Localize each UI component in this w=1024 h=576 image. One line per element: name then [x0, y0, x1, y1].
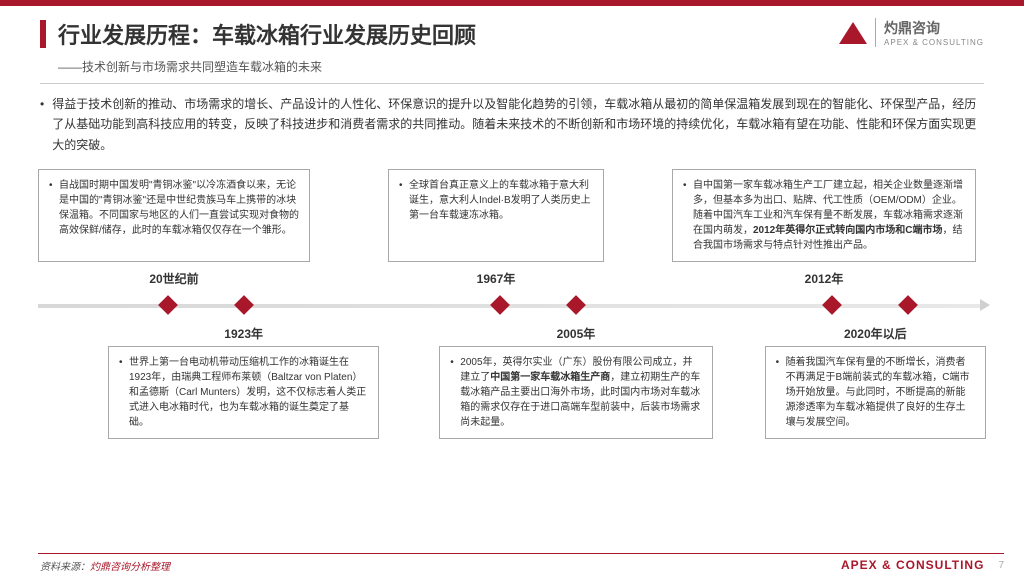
timeline-box-1967: 全球首台真正意义上的车载冰箱于意大利诞生，意大利人Indel·B发明了人类历史上…: [388, 169, 604, 262]
year-label-1923: 1923年: [108, 325, 379, 342]
logo: 灼鼎咨询 APEX & CONSULTING: [839, 18, 984, 47]
timeline-diamond-icon: [822, 295, 842, 315]
timeline-diamond-icon: [234, 295, 254, 315]
footer: 资料来源：灼鼎咨询分析整理 APEX & CONSULTING 7: [0, 554, 1024, 576]
timeline-diamond-icon: [158, 295, 178, 315]
axis-line: [38, 304, 986, 308]
timeline-axis: [38, 295, 986, 315]
timeline-box-2005: 2005年，英得尔实业（广东）股份有限公司成立，并建立了中国第一家车载冰箱生产商…: [439, 346, 712, 439]
year-label-pre20c: 20世纪前: [38, 270, 310, 287]
timeline-diamond-icon: [898, 295, 918, 315]
year-label-2005: 2005年: [439, 325, 712, 342]
timeline-box-2020: 随着我国汽车保有量的不断增长，消费者不再满足于B端前装式的车载冰箱，C端市场开始…: [765, 346, 986, 439]
timeline-box-1923: 世界上第一台电动机带动压缩机工作的冰箱诞生在1923年，由瑞典工程师布莱顿（Ba…: [108, 346, 379, 439]
timeline-diamond-icon: [566, 295, 586, 315]
timeline-diamond-icon: [490, 295, 510, 315]
logo-text-cn: 灼鼎咨询: [884, 18, 984, 38]
timeline: 自战国时期中国发明"青铜冰鉴"以冷冻酒食以来，无论是中国的"青铜冰鉴"还是中世纪…: [0, 169, 1024, 439]
year-label-2012: 2012年: [672, 270, 976, 287]
divider: [40, 83, 984, 84]
year-label-1967: 1967年: [388, 270, 604, 287]
page-number: 7: [998, 560, 1004, 571]
title-marker: [40, 20, 46, 48]
logo-triangle-icon: [839, 22, 867, 44]
logo-text-en: APEX & CONSULTING: [884, 38, 984, 47]
year-label-2020: 2020年以后: [765, 325, 986, 342]
timeline-box-2012: 自中国第一家车载冰箱生产工厂建立起，相关企业数量逐渐增多，但基本多为出口、贴牌、…: [672, 169, 976, 262]
footer-brand: APEX & CONSULTING: [841, 558, 984, 572]
page-title: 行业发展历程：车载冰箱行业发展历史回顾: [58, 18, 476, 50]
source-citation: 资料来源：灼鼎咨询分析整理: [40, 558, 170, 573]
timeline-box-pre20c: 自战国时期中国发明"青铜冰鉴"以冷冻酒食以来，无论是中国的"青铜冰鉴"还是中世纪…: [38, 169, 310, 262]
subtitle: ——技术创新与市场需求共同塑造车载冰箱的未来: [0, 58, 1024, 79]
title-section: 行业发展历程：车载冰箱行业发展历史回顾 灼鼎咨询 APEX & CONSULTI…: [0, 6, 1024, 58]
intro-paragraph: 得益于技术创新的推动、市场需求的增长、产品设计的人性化、环保意识的提升以及智能化…: [0, 94, 1024, 155]
axis-arrow-icon: [980, 299, 990, 311]
